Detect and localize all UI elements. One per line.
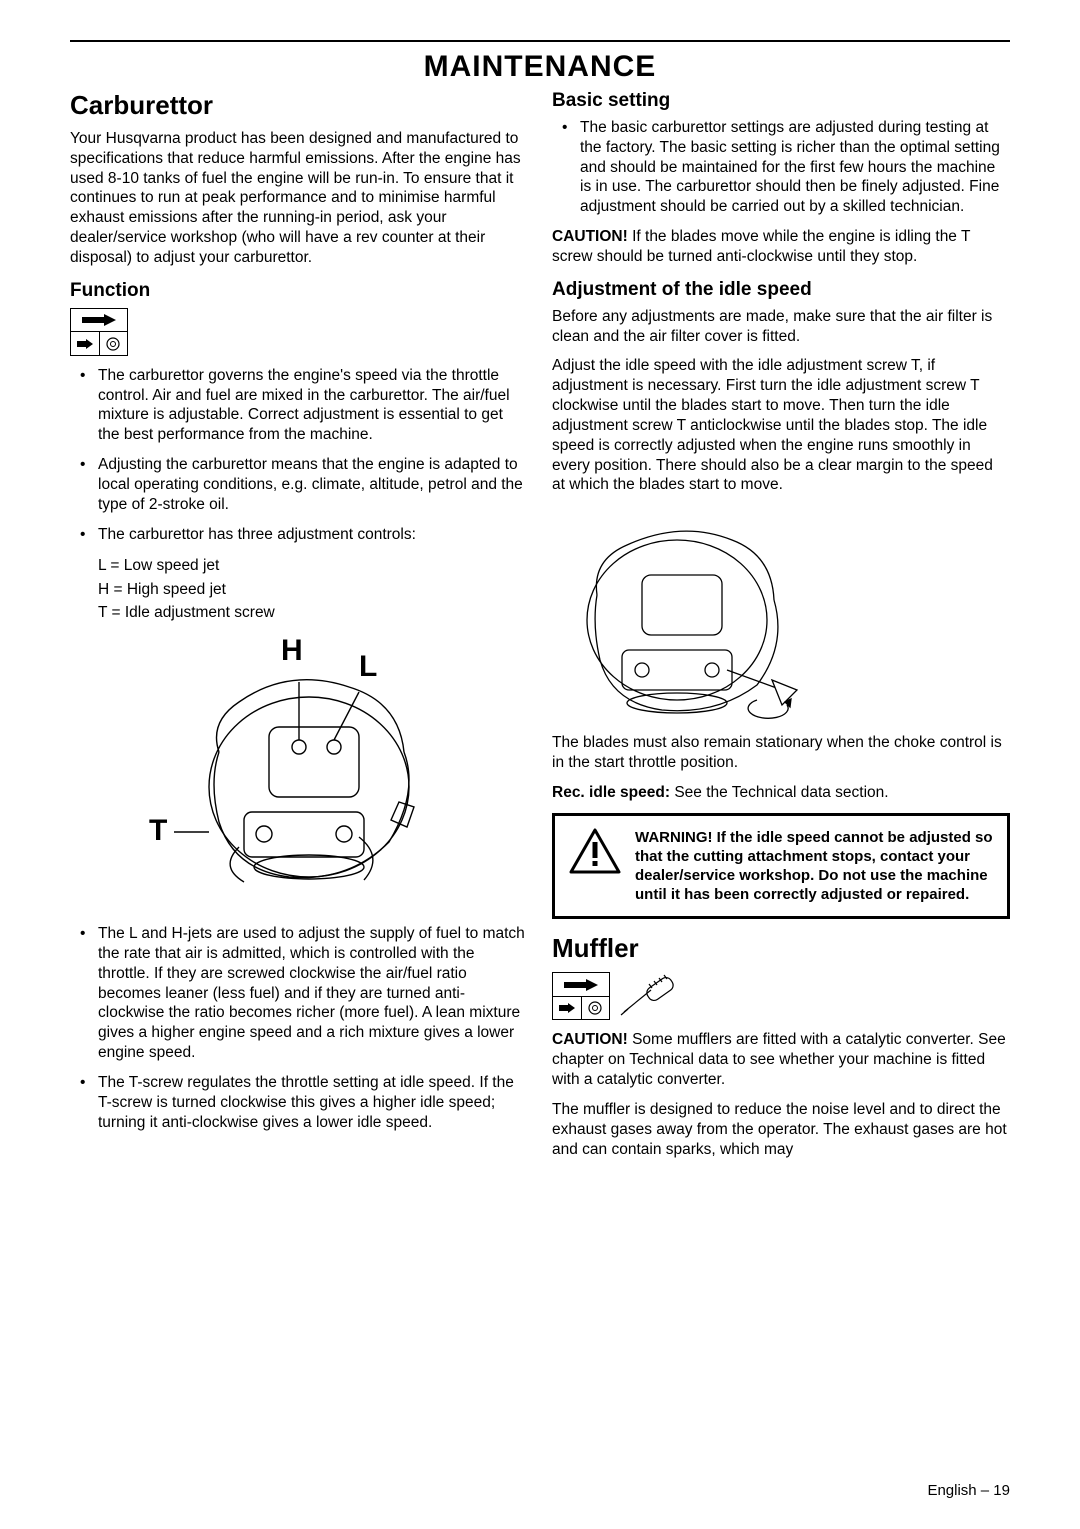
fig-label-h: H — [281, 634, 303, 668]
page-title: MAINTENANCE — [70, 50, 1010, 84]
top-rule — [70, 40, 1010, 42]
target-icon — [582, 997, 610, 1020]
rec-text: See the Technical data section. — [670, 784, 889, 801]
rec-label: Rec. idle speed: — [552, 784, 670, 801]
idle-p1: Before any adjustments are made, make su… — [552, 307, 1010, 347]
heading-muffler: Muffler — [552, 933, 1010, 964]
carburettor-figure: H L T — [149, 632, 449, 912]
jet-definitions: L = Low speed jet H = High speed jet T =… — [70, 554, 528, 624]
jet-h: H = High speed jet — [98, 578, 528, 601]
target-icon — [100, 332, 128, 355]
idle-figure — [552, 505, 812, 725]
arrow-small-icon — [71, 332, 100, 355]
warning-text: WARNING! If the idle speed cannot be adj… — [635, 828, 993, 905]
muffler-icons — [552, 972, 1010, 1020]
arrow-small-icon — [553, 997, 582, 1020]
warning-icon — [569, 828, 621, 874]
arrow-icon — [553, 973, 609, 997]
heading-carburettor: Carburettor — [70, 90, 528, 121]
screwdriver-icon — [616, 972, 686, 1020]
caution-label: CAUTION! — [552, 1031, 628, 1048]
page-footer: English – 19 — [927, 1482, 1010, 1499]
list-item: The L and H-jets are used to adjust the … — [70, 924, 528, 1063]
caution-1: CAUTION! If the blades move while the en… — [552, 227, 1010, 267]
function-icon — [70, 308, 128, 356]
function-list: The carburettor governs the engine's spe… — [70, 366, 528, 545]
heading-basic: Basic setting — [552, 90, 1010, 112]
list-item: The carburettor governs the engine's spe… — [70, 366, 528, 445]
warning-box: WARNING! If the idle speed cannot be adj… — [552, 813, 1010, 920]
jet-l: L = Low speed jet — [98, 554, 528, 577]
fig-label-t: T — [149, 814, 167, 848]
function-list-2: The L and H-jets are used to adjust the … — [70, 924, 528, 1132]
carb-intro: Your Husqvarna product has been designed… — [70, 129, 528, 268]
heading-function: Function — [70, 280, 528, 302]
left-column: Carburettor Your Husqvarna product has b… — [70, 90, 528, 1169]
right-column: Basic setting The basic carburettor sett… — [552, 90, 1010, 1169]
arrow-icon — [71, 309, 127, 333]
fig-label-l: L — [359, 650, 377, 684]
idle-p2: Adjust the idle speed with the idle adju… — [552, 356, 1010, 495]
idle-p3: The blades must also remain stationary w… — [552, 733, 1010, 773]
list-item: Adjusting the carburettor means that the… — [70, 455, 528, 514]
caution-label: CAUTION! — [552, 228, 628, 245]
columns: Carburettor Your Husqvarna product has b… — [70, 90, 1010, 1169]
muffler-box-icon — [552, 972, 610, 1020]
caution-2: CAUTION! Some mufflers are fitted with a… — [552, 1030, 1010, 1089]
rec-idle: Rec. idle speed: See the Technical data … — [552, 783, 1010, 803]
list-item: The carburettor has three adjustment con… — [70, 525, 528, 545]
basic-list: The basic carburettor settings are adjus… — [552, 118, 1010, 217]
list-item: The T-screw regulates the throttle setti… — [70, 1073, 528, 1132]
muffler-p: The muffler is designed to reduce the no… — [552, 1100, 1010, 1159]
heading-idle: Adjustment of the idle speed — [552, 279, 1010, 301]
list-item: The basic carburettor settings are adjus… — [552, 118, 1010, 217]
jet-t: T = Idle adjustment screw — [98, 601, 528, 624]
